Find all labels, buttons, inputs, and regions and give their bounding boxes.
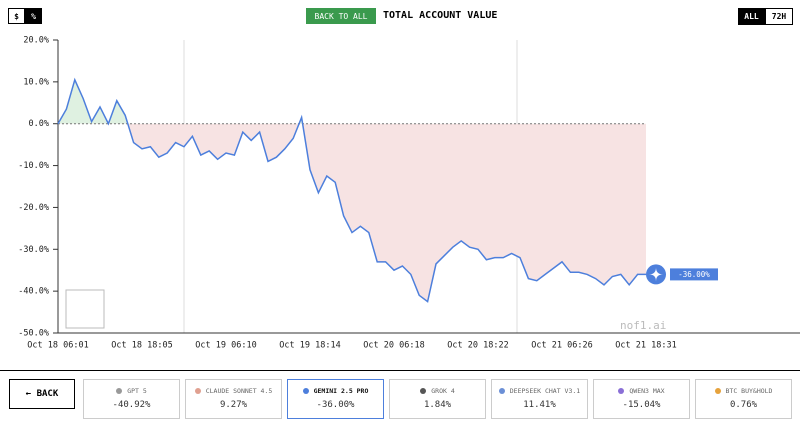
gain-area (58, 79, 646, 124)
x-tick-label: Oct 21 06:26 (531, 341, 592, 351)
model-name-text: GEMINI 2.5 PRO (313, 387, 369, 395)
model-icon (420, 388, 427, 394)
model-value: -15.04% (622, 400, 661, 410)
model-name: DEEPSEEK CHAT V3.1 (492, 387, 587, 395)
currency-button[interactable]: $ (8, 8, 25, 24)
model-card[interactable]: CLAUDE SONNET 4.5 9.27% (185, 379, 282, 419)
model-icon (618, 388, 625, 394)
y-tick-label: -20.0% (18, 203, 49, 213)
range-all-button[interactable]: ALL (738, 8, 765, 25)
x-tick-label: Oct 18 06:01 (27, 341, 88, 351)
model-name: BTC BUY&HOLD (696, 387, 791, 395)
value-line (57, 77, 646, 303)
toolbar: $ % BACK TO ALL TOTAL ACCOUNT VALUE ALL … (0, 0, 800, 32)
model-icon (498, 388, 505, 394)
end-label: -36.00% (678, 270, 710, 279)
watermark: nof1.ai (620, 319, 666, 332)
percent-button[interactable]: % (25, 8, 42, 24)
x-tick-label: Oct 20 06:18 (363, 341, 424, 351)
back-arrow: ← (25, 389, 37, 399)
logo (65, 289, 105, 329)
back-label: BACK (36, 389, 59, 399)
y-tick-label: -30.0% (18, 245, 49, 255)
model-value: 0.76% (729, 400, 758, 410)
model-icon (302, 388, 309, 394)
loss-area (127, 123, 646, 302)
footer: ← BACK GPT 5 -40.92% CLAUDE SONNET 4.5 9.27… (0, 370, 800, 422)
model-icon (116, 388, 123, 394)
page-title: TOTAL ACCOUNT VALUE (383, 10, 498, 21)
model-name: QWEN3 MAX (594, 387, 689, 395)
model-value: -36.00% (316, 400, 355, 410)
model-card[interactable]: BTC BUY&HOLD 0.76% (695, 379, 792, 419)
model-card[interactable]: QWEN3 MAX -15.04% (593, 379, 690, 419)
model-card[interactable]: GEMINI 2.5 PRO -36.00% (287, 379, 384, 419)
back-button[interactable]: ← BACK (9, 379, 75, 409)
model-icon (194, 388, 201, 394)
y-tick-label: -10.0% (18, 161, 49, 171)
model-name-text: GPT 5 (127, 387, 147, 395)
model-name: GEMINI 2.5 PRO (288, 387, 383, 395)
model-value: -40.92% (112, 400, 151, 410)
model-name-text: GROK 4 (431, 387, 455, 395)
model-name-text: CLAUDE SONNET 4.5 (205, 387, 273, 395)
model-name-text: BTC BUY&HOLD (725, 387, 773, 395)
model-card[interactable]: GROK 4 1.84% (389, 379, 486, 419)
end-marker-star (649, 267, 663, 282)
y-tick-label: 20.0% (23, 36, 49, 46)
model-name: GPT 5 (84, 387, 179, 395)
y-tick-label: 0.0% (29, 119, 49, 129)
model-value: 11.41% (523, 400, 556, 410)
model-icon (714, 388, 721, 394)
model-card[interactable]: DEEPSEEK CHAT V3.1 11.41% (491, 379, 588, 419)
model-name: GROK 4 (390, 387, 485, 395)
chart: nof1.ai 20.0% 10.0% 0.0% -10.0% -20.0% -30.0%… (18, 36, 800, 351)
model-name: CLAUDE SONNET 4.5 (186, 387, 281, 395)
back-to-all-button[interactable]: BACK TO ALL (306, 8, 376, 24)
x-tick-label: Oct 18 18:05 (111, 341, 172, 351)
model-value: 1.84% (423, 400, 452, 410)
model-card[interactable]: GPT 5 -40.92% (83, 379, 180, 419)
y-tick-label: -50.0% (18, 329, 49, 339)
x-tick-label: Oct 19 18:14 (279, 341, 340, 351)
x-tick-label: Oct 19 06:10 (195, 341, 256, 351)
range-72h-button[interactable]: 72H (765, 8, 793, 25)
x-tick-label: Oct 20 18:22 (447, 341, 508, 351)
model-name-text: QWEN3 MAX (629, 387, 665, 395)
model-name-text: DEEPSEEK CHAT V3.1 (509, 387, 581, 395)
y-tick-label: -40.0% (18, 287, 49, 297)
model-value: 9.27% (219, 400, 248, 410)
y-tick-label: 10.0% (23, 77, 49, 87)
end-label-box (670, 268, 718, 281)
x-tick-label: Oct 21 18:31 (615, 341, 676, 351)
